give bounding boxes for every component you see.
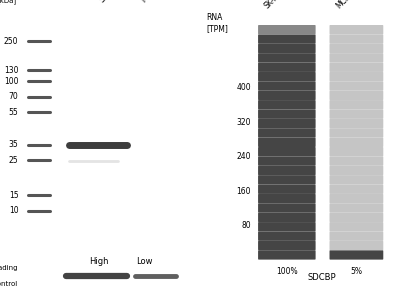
Text: 100: 100 [4, 76, 18, 85]
Text: SK-MEL-30: SK-MEL-30 [97, 0, 132, 4]
FancyBboxPatch shape [330, 34, 383, 44]
Text: 400: 400 [236, 83, 251, 92]
Text: 35: 35 [9, 140, 18, 149]
Text: 15: 15 [9, 190, 18, 200]
Text: 70: 70 [9, 92, 18, 101]
FancyBboxPatch shape [330, 128, 383, 138]
FancyBboxPatch shape [258, 72, 316, 81]
FancyBboxPatch shape [330, 81, 383, 91]
Text: 55: 55 [9, 108, 18, 117]
FancyBboxPatch shape [258, 81, 316, 91]
FancyBboxPatch shape [330, 147, 383, 156]
FancyBboxPatch shape [258, 34, 316, 44]
FancyBboxPatch shape [330, 110, 383, 119]
FancyBboxPatch shape [258, 138, 316, 147]
Text: 130: 130 [4, 66, 18, 75]
Text: [kDa]: [kDa] [0, 0, 16, 4]
FancyBboxPatch shape [330, 184, 383, 194]
FancyBboxPatch shape [258, 91, 316, 100]
Text: 250: 250 [4, 37, 18, 46]
FancyBboxPatch shape [330, 119, 383, 128]
Text: Loading: Loading [0, 265, 18, 271]
FancyBboxPatch shape [330, 194, 383, 203]
FancyBboxPatch shape [258, 241, 316, 250]
FancyBboxPatch shape [330, 72, 383, 81]
FancyBboxPatch shape [258, 62, 316, 72]
Text: 240: 240 [237, 152, 251, 161]
Text: 100%: 100% [276, 267, 298, 276]
FancyBboxPatch shape [330, 138, 383, 147]
FancyBboxPatch shape [330, 232, 383, 241]
FancyBboxPatch shape [330, 241, 383, 250]
FancyBboxPatch shape [330, 100, 383, 110]
FancyBboxPatch shape [258, 166, 316, 175]
FancyBboxPatch shape [258, 128, 316, 138]
FancyBboxPatch shape [258, 156, 316, 166]
Text: 5%: 5% [350, 267, 362, 276]
FancyBboxPatch shape [330, 250, 383, 260]
Text: [TPM]: [TPM] [206, 24, 228, 33]
FancyBboxPatch shape [330, 156, 383, 166]
FancyBboxPatch shape [330, 203, 383, 213]
FancyBboxPatch shape [258, 250, 316, 260]
FancyBboxPatch shape [258, 119, 316, 128]
FancyBboxPatch shape [258, 100, 316, 110]
Text: 25: 25 [9, 156, 18, 165]
FancyBboxPatch shape [258, 147, 316, 156]
Text: Control: Control [0, 281, 18, 287]
FancyBboxPatch shape [258, 213, 316, 222]
FancyBboxPatch shape [258, 44, 316, 53]
FancyBboxPatch shape [258, 203, 316, 213]
Text: 320: 320 [237, 118, 251, 127]
Text: Low: Low [136, 257, 153, 266]
FancyBboxPatch shape [258, 184, 316, 194]
FancyBboxPatch shape [258, 25, 316, 34]
FancyBboxPatch shape [258, 194, 316, 203]
FancyBboxPatch shape [330, 91, 383, 100]
FancyBboxPatch shape [258, 232, 316, 241]
FancyBboxPatch shape [258, 53, 316, 62]
FancyBboxPatch shape [330, 213, 383, 222]
FancyBboxPatch shape [258, 175, 316, 184]
FancyBboxPatch shape [258, 110, 316, 119]
FancyBboxPatch shape [330, 62, 383, 72]
Text: RNA: RNA [206, 13, 222, 22]
FancyBboxPatch shape [330, 44, 383, 53]
Text: SDCBP: SDCBP [307, 273, 336, 282]
Text: 10: 10 [9, 206, 18, 215]
Text: MCF-7: MCF-7 [334, 0, 357, 11]
FancyBboxPatch shape [330, 25, 383, 34]
FancyBboxPatch shape [330, 222, 383, 232]
Text: MCF-7: MCF-7 [140, 0, 163, 4]
FancyBboxPatch shape [330, 175, 383, 184]
Text: High: High [89, 257, 108, 266]
Text: 80: 80 [242, 221, 251, 230]
FancyBboxPatch shape [258, 222, 316, 232]
FancyBboxPatch shape [330, 166, 383, 175]
Text: SK-MEL-30: SK-MEL-30 [262, 0, 297, 11]
FancyBboxPatch shape [330, 53, 383, 62]
Text: 160: 160 [237, 187, 251, 196]
